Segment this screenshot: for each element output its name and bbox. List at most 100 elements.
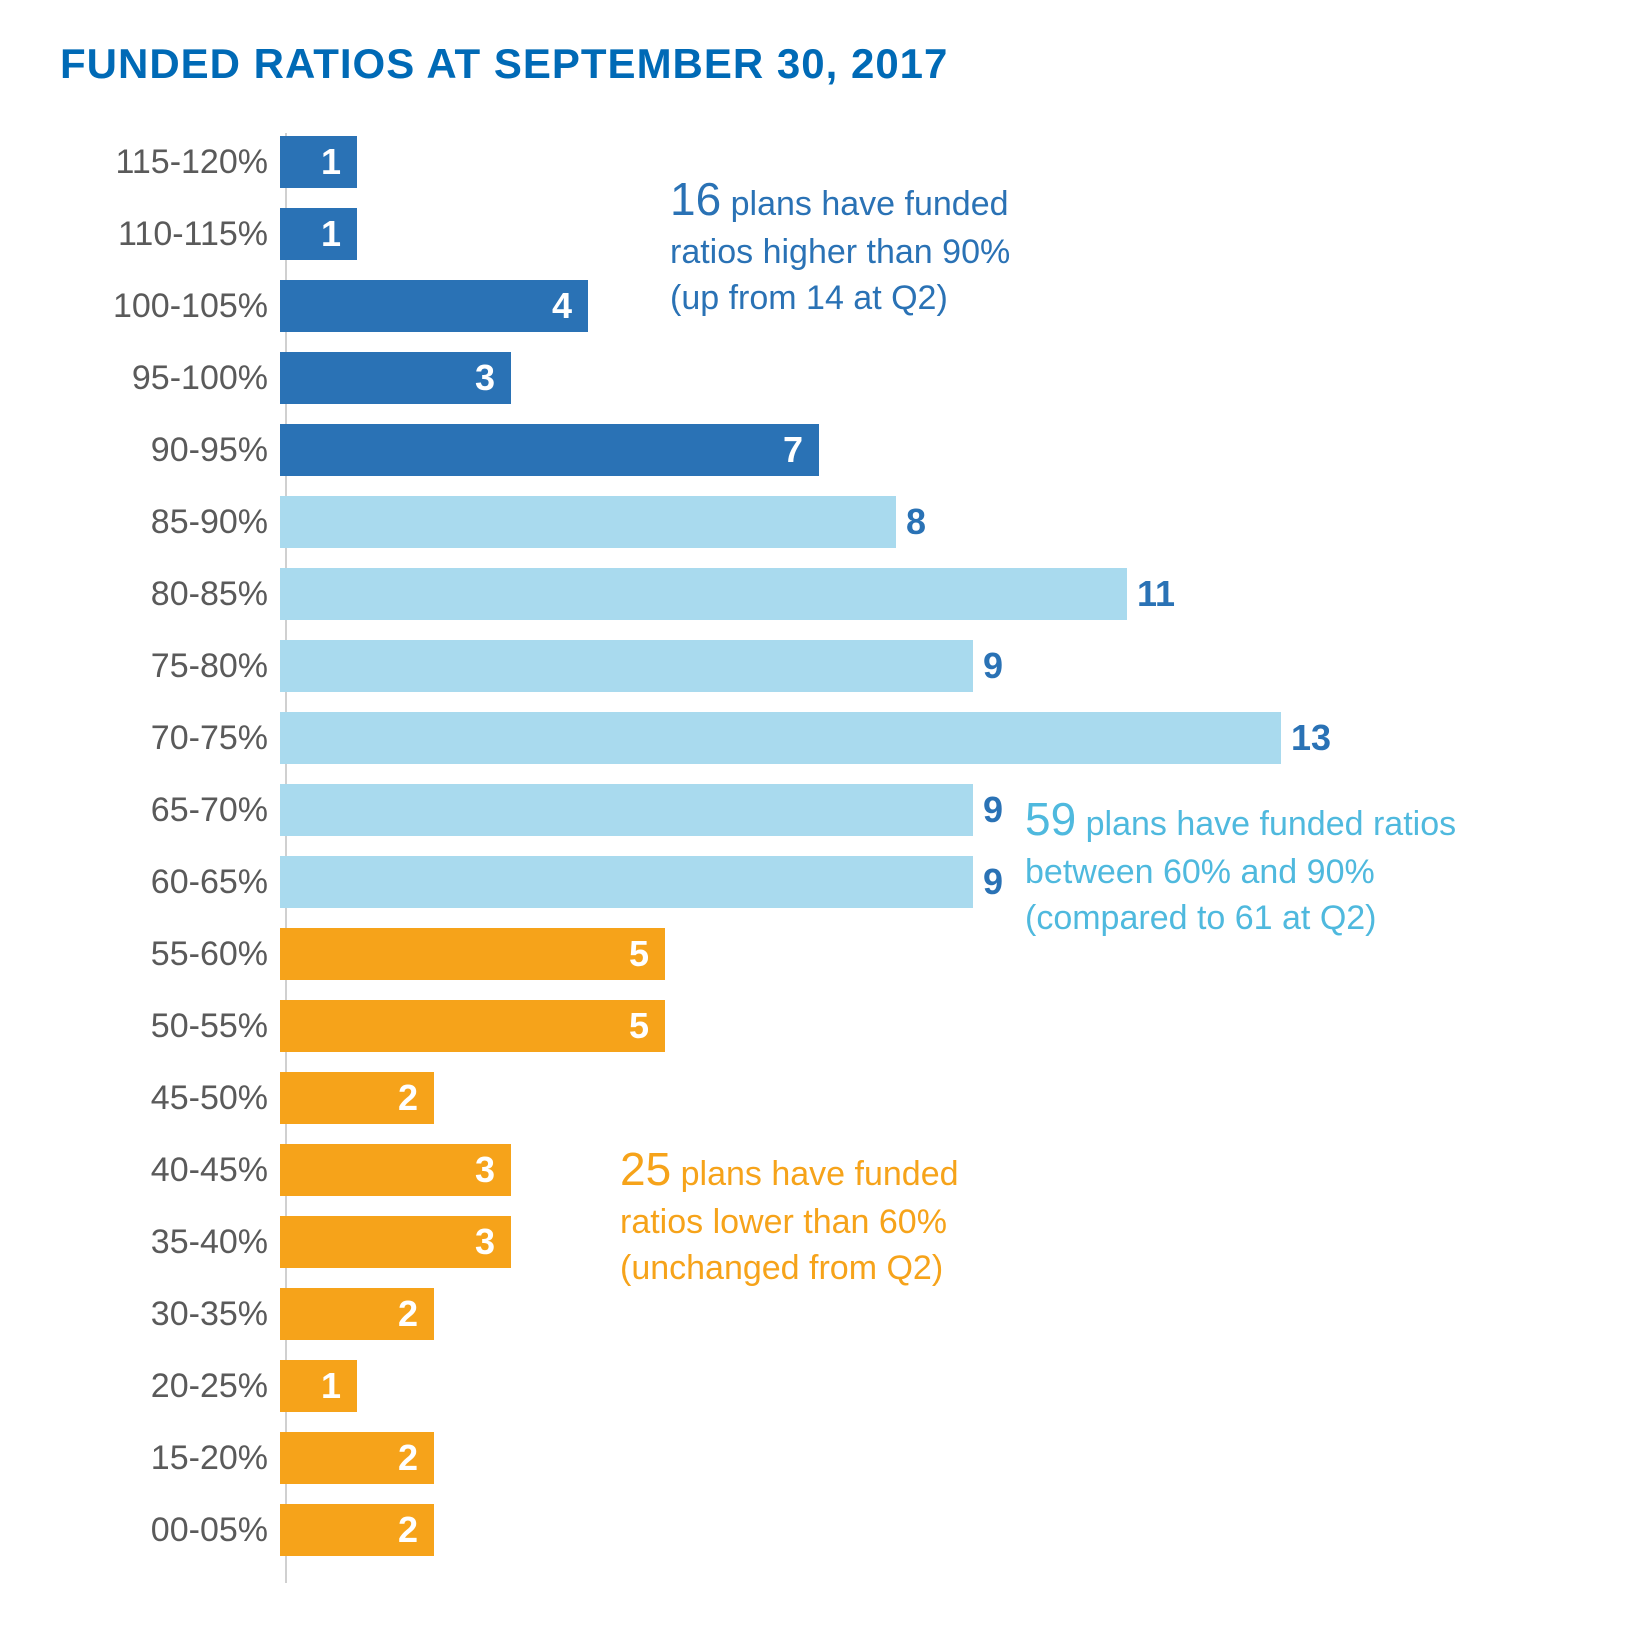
bar [280,640,973,692]
annotation-count: 16 [670,173,721,225]
bar-row: 75-80% 9 [60,637,1560,695]
bar-value: 2 [382,1437,434,1479]
bar-value: 3 [459,357,511,399]
category-label: 65-70% [60,791,280,830]
bar-value: 5 [613,933,665,975]
bar-area: 9 [280,637,1560,695]
bar-value: 13 [1281,717,1347,759]
annotation-line: (unchanged from Q2) [620,1249,943,1287]
bar-row: 95-100% 3 [60,349,1560,407]
bar-value: 2 [382,1509,434,1551]
bar-area: 13 [280,709,1560,767]
bar: 4 [280,280,588,332]
bar: 5 [280,928,665,980]
bar-value: 1 [305,1365,357,1407]
bar-row: 20-25% 1 [60,1357,1560,1415]
bar-area: 3 [280,349,1560,407]
annotation-line: plans have funded [721,185,1008,223]
category-label: 85-90% [60,503,280,542]
bar-area: 2 [280,1501,1560,1559]
bar-value: 2 [382,1293,434,1335]
category-label: 100-105% [60,287,280,326]
bar-row: 45-50% 2 [60,1069,1560,1127]
annotation-line: plans have funded ratios [1076,805,1456,843]
bar: 3 [280,352,511,404]
annotation: 16 plans have funded ratios higher than 9… [670,168,1010,322]
bar [280,784,973,836]
annotation-count: 25 [620,1143,671,1195]
annotation-line: (up from 14 at Q2) [670,279,948,317]
annotation-line: ratios higher than 90% [670,233,1010,271]
bar-row: 80-85% 11 [60,565,1560,623]
bar-value: 5 [613,1005,665,1047]
bar: 1 [280,136,357,188]
category-label: 20-25% [60,1367,280,1406]
bar-value: 9 [973,861,1019,903]
bar-value: 4 [536,285,588,327]
annotation-line: ratios lower than 60% [620,1203,947,1241]
category-label: 75-80% [60,647,280,686]
bar-value: 9 [973,789,1019,831]
bar-value: 2 [382,1077,434,1119]
annotation-count: 59 [1025,793,1076,845]
category-label: 110-115% [60,215,280,254]
bar: 3 [280,1216,511,1268]
bar-value: 11 [1127,573,1191,615]
bar: 2 [280,1288,434,1340]
bar-row: 90-95% 7 [60,421,1560,479]
annotation: 25 plans have funded ratios lower than 60… [620,1138,959,1292]
bar-row: 00-05% 2 [60,1501,1560,1559]
bar-value: 1 [305,213,357,255]
annotation-line: plans have funded [671,1155,958,1193]
bar: 2 [280,1072,434,1124]
bar-row: 70-75% 13 [60,709,1560,767]
category-label: 50-55% [60,1007,280,1046]
annotation: 59 plans have funded ratios between 60% a… [1025,788,1456,942]
category-label: 80-85% [60,575,280,614]
category-label: 35-40% [60,1223,280,1262]
category-label: 30-35% [60,1295,280,1334]
bar-area: 8 [280,493,1560,551]
bar-area: 2 [280,1429,1560,1487]
category-label: 55-60% [60,935,280,974]
bar: 7 [280,424,819,476]
category-label: 70-75% [60,719,280,758]
bar-row: 15-20% 2 [60,1429,1560,1487]
bar-value: 3 [459,1149,511,1191]
category-label: 115-120% [60,143,280,182]
bar: 3 [280,1144,511,1196]
bar-row: 30-35% 2 [60,1285,1560,1343]
bar: 1 [280,1360,357,1412]
category-label: 95-100% [60,359,280,398]
bar-area: 2 [280,1285,1560,1343]
bar-area: 11 [280,565,1560,623]
chart-title: FUNDED RATIOS AT SEPTEMBER 30, 2017 [60,40,1583,88]
category-label: 40-45% [60,1151,280,1190]
funded-ratios-chart: 115-120% 1 110-115% 1 100-105% 4 95-100% 3 90-95… [60,133,1560,1583]
bar-value: 3 [459,1221,511,1263]
bar-area: 1 [280,1357,1560,1415]
bar: 5 [280,1000,665,1052]
bar-value: 1 [305,141,357,183]
category-label: 00-05% [60,1511,280,1550]
category-label: 60-65% [60,863,280,902]
bar [280,712,1281,764]
annotation-line: between 60% and 90% [1025,853,1375,891]
category-label: 45-50% [60,1079,280,1118]
bar-value: 9 [973,645,1019,687]
category-label: 15-20% [60,1439,280,1478]
bar [280,496,896,548]
bar-row: 50-55% 5 [60,997,1560,1055]
annotation-line: (compared to 61 at Q2) [1025,899,1377,937]
bar: 2 [280,1504,434,1556]
bar-area: 5 [280,997,1560,1055]
bar-row: 85-90% 8 [60,493,1560,551]
bar-value: 7 [767,429,819,471]
bar-area: 7 [280,421,1560,479]
bar: 2 [280,1432,434,1484]
bar-value: 8 [896,501,942,543]
category-label: 90-95% [60,431,280,470]
bar: 1 [280,208,357,260]
bar [280,856,973,908]
bar-area: 2 [280,1069,1560,1127]
